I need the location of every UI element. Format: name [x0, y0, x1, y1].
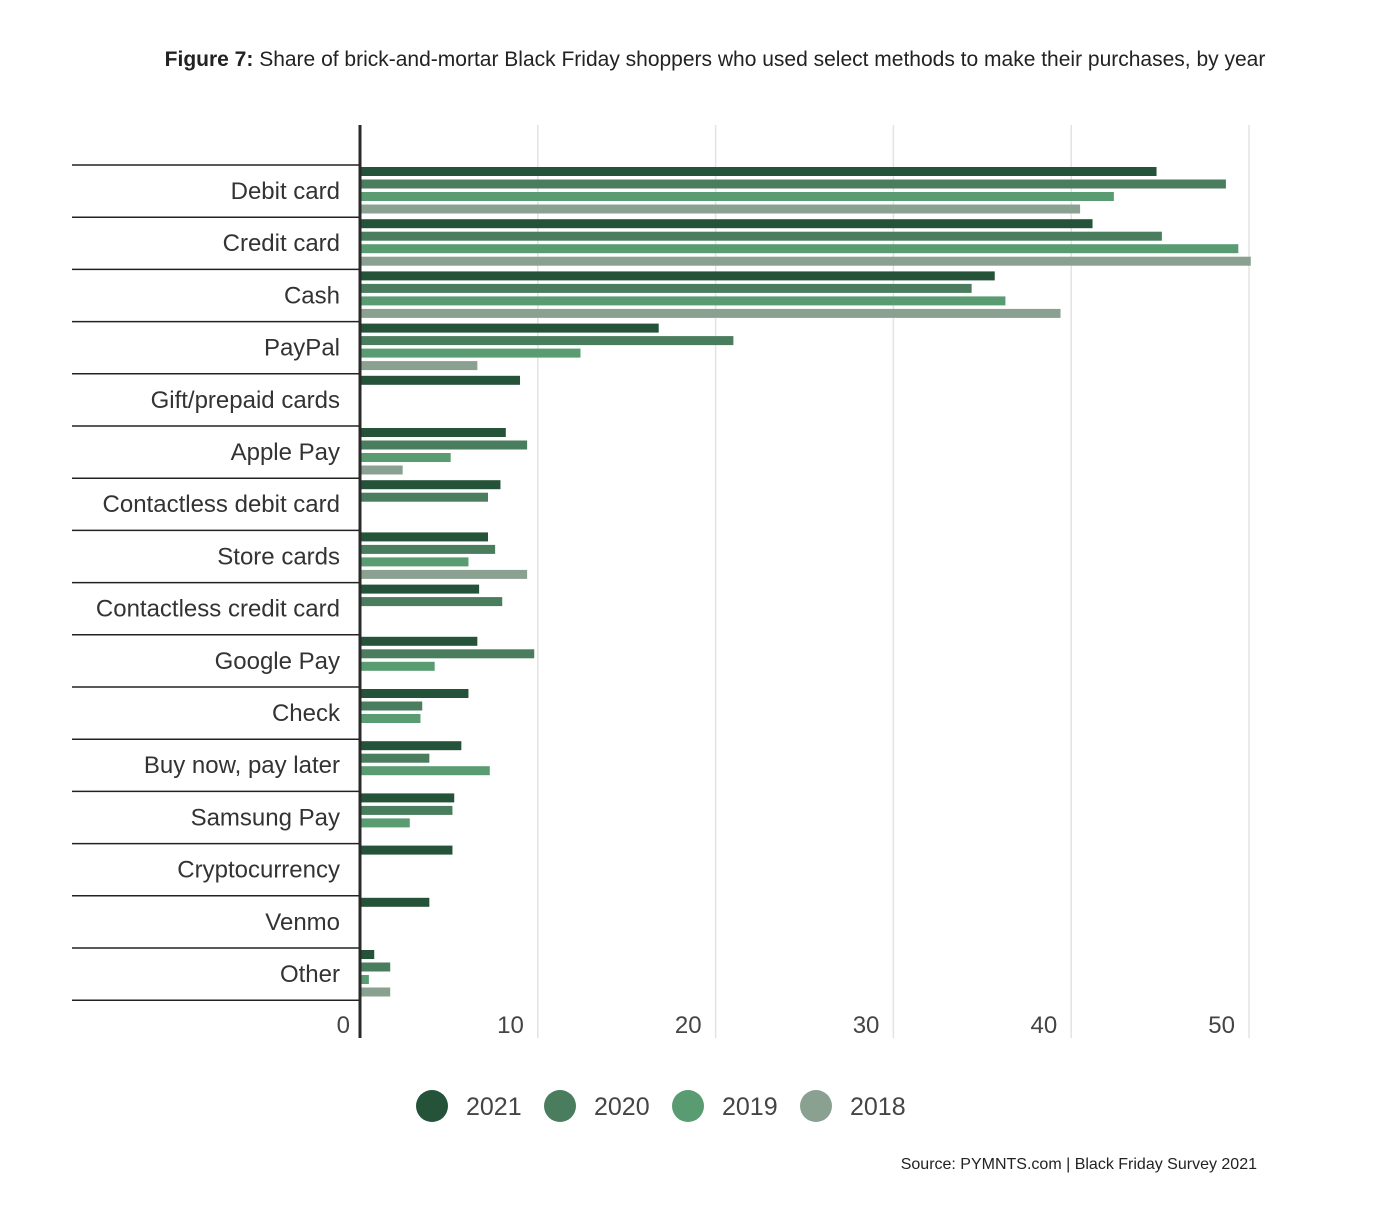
- bar-2020: [360, 283, 972, 293]
- x-tick-label: 0: [337, 1012, 350, 1039]
- bar-2020: [360, 336, 734, 346]
- bar-2021: [360, 793, 455, 803]
- chart-title: Figure 7: Share of brick-and-mortar Blac…: [0, 48, 1400, 72]
- bar-2021: [360, 271, 995, 281]
- bar-2018: [360, 361, 478, 371]
- bar-2021: [360, 689, 469, 698]
- category-label: Venmo: [265, 909, 340, 936]
- bar-2019: [360, 661, 435, 671]
- bar-2021: [360, 375, 521, 385]
- bar-2018: [360, 308, 1061, 318]
- x-tick-label: 40: [1030, 1012, 1057, 1039]
- bar-2020: [360, 962, 391, 972]
- legend-label: 2020: [594, 1093, 650, 1121]
- bar-2019: [360, 714, 421, 723]
- legend-label: 2019: [722, 1093, 778, 1121]
- x-tick-label: 30: [853, 1012, 880, 1039]
- bar-2019: [360, 348, 581, 358]
- bar-2020: [360, 179, 1226, 189]
- bar-2020: [360, 701, 423, 711]
- category-label: Credit card: [223, 230, 340, 257]
- bar-2020: [360, 753, 430, 763]
- bar-2019: [360, 975, 369, 984]
- category-label: Check: [272, 700, 341, 727]
- bar-2020: [360, 544, 496, 554]
- bar-2020: [360, 231, 1162, 241]
- bar-2020: [360, 649, 535, 659]
- bar-2021: [360, 584, 480, 594]
- category-label: Gift/prepaid cards: [151, 387, 340, 414]
- bar-2019: [360, 296, 1006, 306]
- bar-2019: [360, 453, 451, 462]
- bar-2018: [360, 569, 528, 579]
- bar-2021: [360, 167, 1157, 176]
- bar-2020: [360, 492, 489, 502]
- legend-marker-2018: [800, 1090, 832, 1122]
- bar-2018: [360, 204, 1081, 214]
- x-tick-label: 10: [497, 1012, 524, 1039]
- bar-2019: [360, 557, 469, 567]
- category-label: Other: [280, 961, 340, 988]
- category-label: Store cards: [217, 543, 340, 570]
- bar-2020: [360, 597, 503, 607]
- bar-2019: [360, 244, 1239, 254]
- bar-2018: [360, 987, 391, 997]
- legend-label: 2021: [466, 1093, 522, 1121]
- bar-2021: [360, 636, 478, 646]
- category-label: Google Pay: [215, 648, 340, 675]
- legend-label: 2018: [850, 1093, 906, 1121]
- bar-2021: [360, 323, 659, 333]
- category-label: Buy now, pay later: [144, 752, 340, 779]
- legend-marker-2021: [416, 1090, 448, 1122]
- x-tick-label: 50: [1208, 1012, 1235, 1039]
- category-label: Debit card: [231, 178, 340, 205]
- bar-2021: [360, 532, 489, 542]
- bar-2021: [360, 219, 1093, 229]
- bar-2020: [360, 440, 528, 450]
- bar-2021: [360, 741, 462, 751]
- category-label: Cash: [284, 282, 340, 309]
- bar-2019: [360, 766, 490, 776]
- bar-2021: [360, 845, 453, 855]
- legend-marker-2020: [544, 1090, 576, 1122]
- bar-2021: [360, 897, 430, 907]
- category-label: Contactless debit card: [103, 491, 340, 518]
- source-note: Source: PYMNTS.com | Black Friday Survey…: [900, 1156, 1257, 1173]
- title-text: Share of brick-and-mortar Black Friday s…: [253, 48, 1266, 71]
- category-label: Samsung Pay: [191, 804, 340, 831]
- legend-marker-2019: [672, 1090, 704, 1122]
- title-prefix: Figure 7:: [164, 48, 254, 71]
- category-label: Apple Pay: [231, 439, 340, 466]
- bar-2018: [360, 256, 1251, 266]
- category-label: Contactless credit card: [96, 596, 340, 623]
- bar-2021: [360, 428, 506, 437]
- bar-2020: [360, 805, 453, 815]
- x-tick-label: 20: [675, 1012, 702, 1039]
- bar-2021: [360, 480, 501, 490]
- bar-2019: [360, 192, 1114, 201]
- bar-2019: [360, 818, 410, 828]
- category-label: Cryptocurrency: [177, 857, 340, 884]
- bar-2018: [360, 465, 403, 475]
- category-label: PayPal: [264, 335, 340, 362]
- bar-2021: [360, 950, 375, 959]
